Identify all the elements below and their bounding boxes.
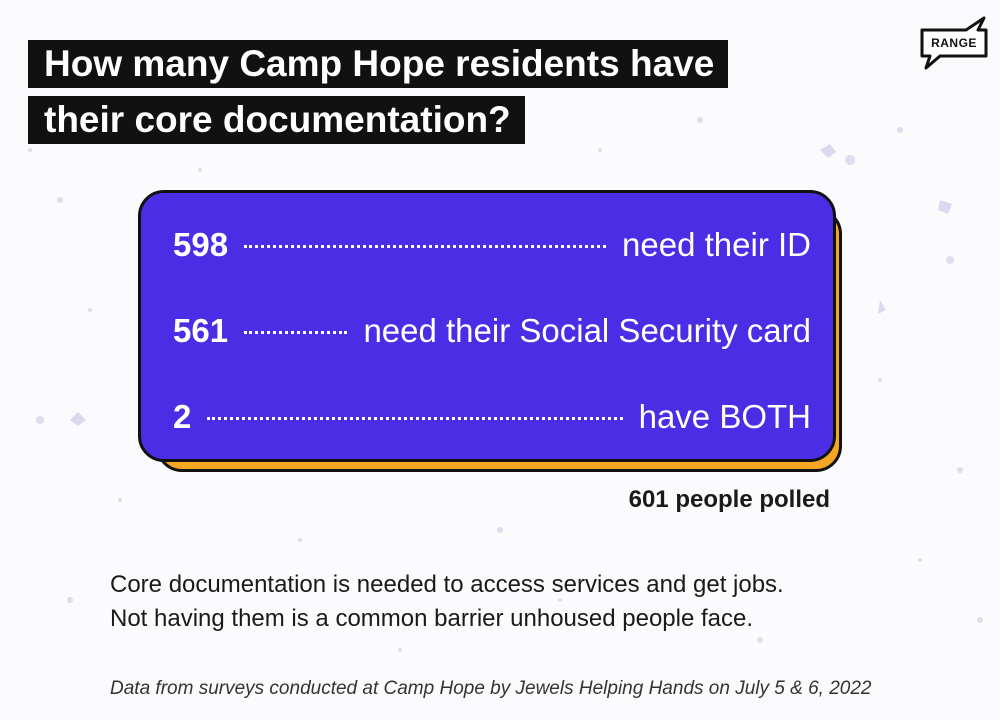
stats-card: 598 need their ID 561 need their Social …: [138, 190, 836, 462]
dotted-leader: [244, 244, 607, 248]
source-note: Data from surveys conducted at Camp Hope…: [110, 678, 872, 699]
stat-label: need their Social Security card: [363, 312, 811, 349]
dotted-leader: [244, 330, 348, 334]
speech-bubble-icon: [920, 16, 988, 70]
stat-label: have BOTH: [638, 398, 811, 435]
stat-label: need their ID: [622, 226, 811, 263]
headline-line-2: their core documentation?: [28, 96, 525, 144]
headline: How many Camp Hope residents have their …: [28, 40, 729, 144]
explanation-line-1: Core documentation is needed to access s…: [110, 571, 784, 598]
people-polled: 601 people polled: [628, 486, 830, 513]
stat-number: 561: [173, 312, 229, 349]
range-logo: RANGE: [918, 14, 990, 72]
stat-number: 598: [173, 226, 229, 263]
logo-text: RANGE: [931, 36, 977, 50]
headline-line-1: How many Camp Hope residents have: [28, 40, 729, 88]
explanation: Core documentation is needed to access s…: [110, 568, 784, 636]
stat-row-both: 2 have BOTH: [173, 395, 811, 439]
stat-row-id: 598 need their ID: [173, 223, 811, 267]
stat-row-social-security: 561 need their Social Security card: [173, 309, 811, 353]
dotted-leader: [207, 416, 623, 420]
stat-number: 2: [173, 398, 192, 435]
explanation-line-2: Not having them is a common barrier unho…: [110, 605, 754, 632]
